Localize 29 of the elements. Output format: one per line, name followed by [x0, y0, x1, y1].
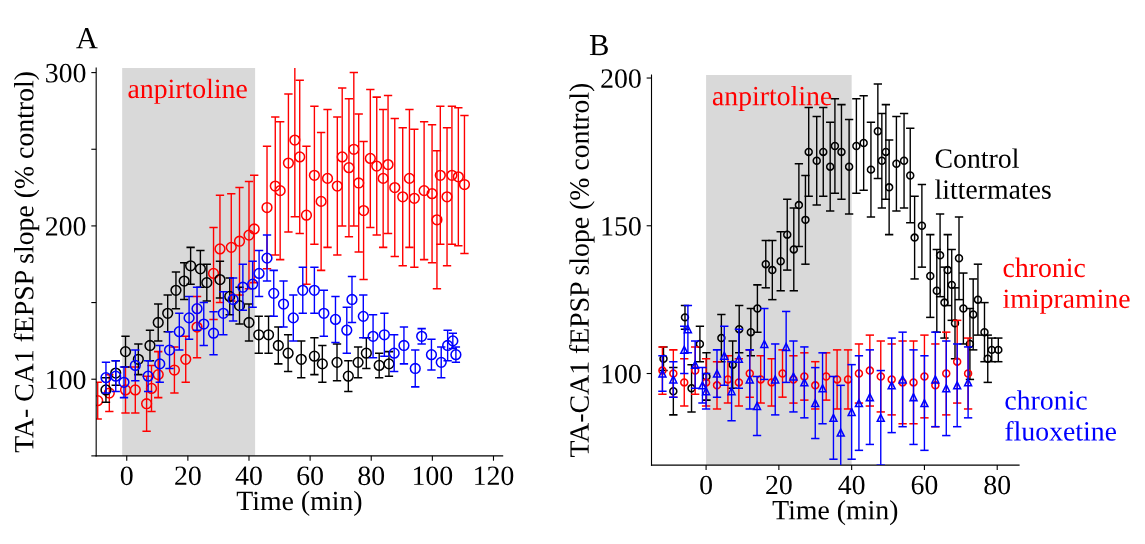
- text: chronic imipramine: [1003, 257, 1130, 314]
- x-tick-label: 120: [475, 466, 514, 486]
- x-tick-label: 60: [297, 466, 323, 486]
- y-axis-title: TA- CA1 fEPSP slope (% control): [13, 72, 40, 453]
- x-axis-title: Time (min): [772, 500, 898, 526]
- x-tick-label: 60: [911, 475, 938, 495]
- x-tick-label: 80: [984, 475, 1011, 495]
- y-axis-title: TA-CA1 fEPSP slope (% control): [569, 83, 595, 457]
- x-tick-label: 0: [120, 466, 133, 486]
- y-tick-label: 200: [601, 69, 641, 88]
- x-tick-label: 100: [413, 466, 453, 486]
- y-tick-label: 300: [46, 63, 86, 83]
- x-tick-label: 0: [700, 475, 712, 495]
- x-tick-label: 20: [766, 475, 792, 495]
- text: A: [76, 28, 98, 49]
- series-label: Control littermates: [935, 148, 1051, 199]
- x-tick-label: 80: [358, 466, 385, 486]
- x-tick-label: 40: [235, 466, 262, 486]
- y-tick-label: 150: [602, 216, 641, 236]
- x-axis-title: Time (min): [236, 490, 362, 516]
- y-tick-label: 200: [46, 217, 86, 236]
- band-label: anpirtoline: [712, 85, 832, 112]
- x-tick-label: 40: [838, 475, 865, 495]
- text: B: [589, 35, 608, 56]
- y-tick-label: 100: [47, 370, 86, 390]
- series-label: chronic fluoxetine: [1005, 390, 1116, 441]
- x-tick-label: 20: [175, 466, 201, 486]
- band-label: anpirtoline: [128, 78, 247, 104]
- y-tick-label: 100: [602, 364, 641, 384]
